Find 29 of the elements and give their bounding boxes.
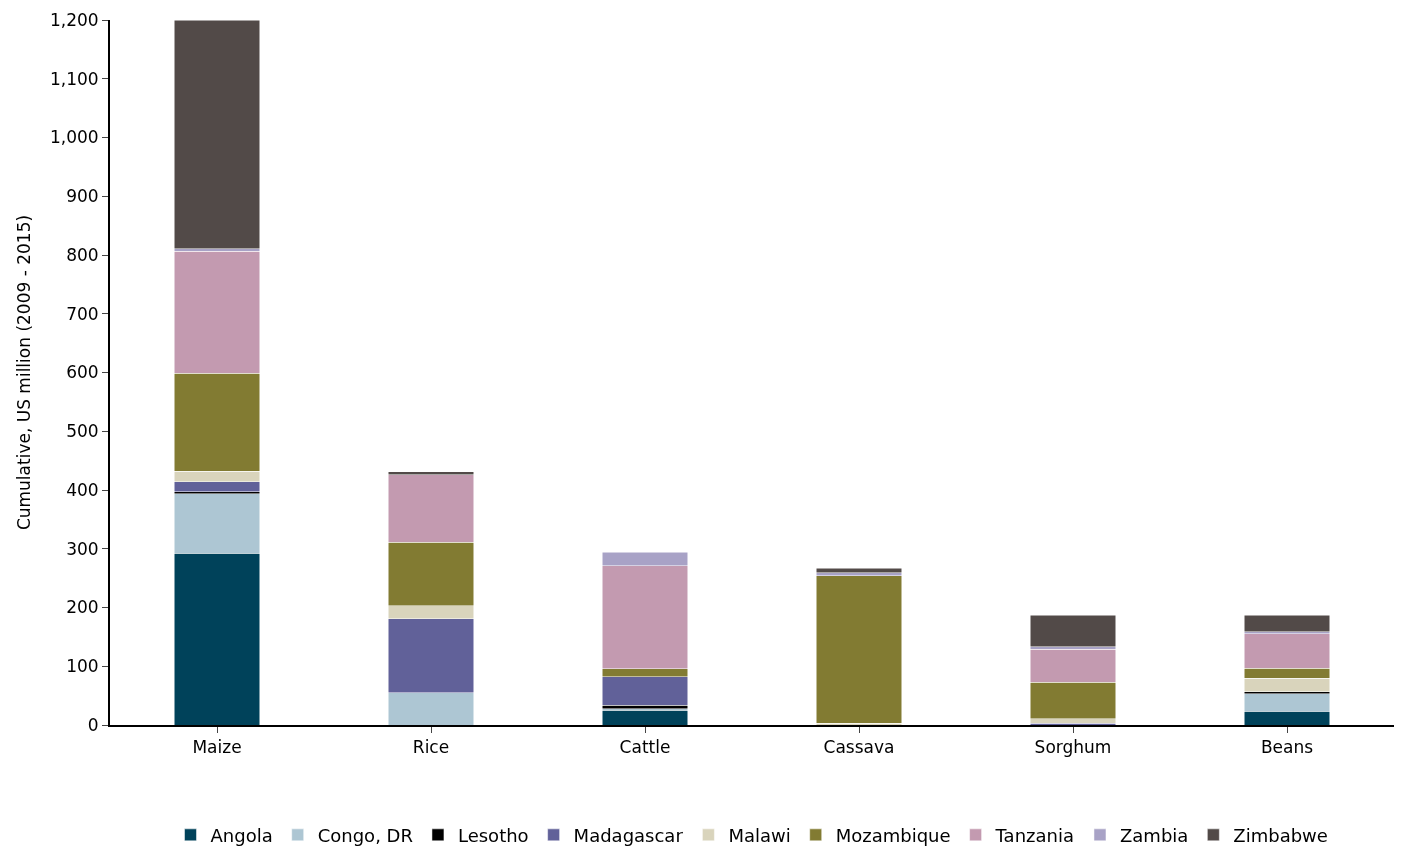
- y-tick-label: 100: [66, 656, 99, 677]
- legend-label: Tanzania: [994, 824, 1074, 846]
- y-tick-label: 1,000: [49, 127, 99, 148]
- legend-label: Madagascar: [573, 824, 684, 846]
- x-tick-label: Cassava: [823, 737, 895, 758]
- x-tick-label: Rice: [412, 737, 450, 758]
- legend-label: Malawi: [728, 824, 791, 846]
- y-axis-title: Cumulative, US million (2009 - 2015): [13, 214, 34, 531]
- y-tick-label: 400: [66, 479, 99, 500]
- y-tick-label: 900: [66, 186, 99, 207]
- legend-label: Mozambique: [835, 824, 951, 846]
- x-tick-label: Beans: [1260, 737, 1314, 758]
- y-tick-label: 300: [66, 538, 99, 559]
- y-tick-label: 700: [66, 303, 99, 324]
- legend-label: Angola: [210, 824, 273, 846]
- x-tick-label: Cattle: [619, 737, 671, 758]
- legend-label: Lesotho: [457, 824, 529, 846]
- y-tick-label: 1,200: [49, 9, 99, 30]
- y-tick-label: 200: [66, 597, 99, 618]
- x-tick-label: Sorghum: [1034, 737, 1112, 758]
- y-tick-label: 1,100: [49, 68, 99, 89]
- y-tick-label: 0: [87, 714, 99, 735]
- legend-label: Zambia: [1119, 824, 1189, 846]
- legend-label: Congo, DR: [317, 824, 413, 846]
- y-tick-label: 800: [66, 244, 99, 265]
- y-tick-label: 600: [66, 362, 99, 383]
- x-tick-label: Maize: [192, 737, 242, 758]
- y-tick-label: 500: [66, 421, 99, 442]
- legend-label: Zimbabwe: [1233, 824, 1328, 846]
